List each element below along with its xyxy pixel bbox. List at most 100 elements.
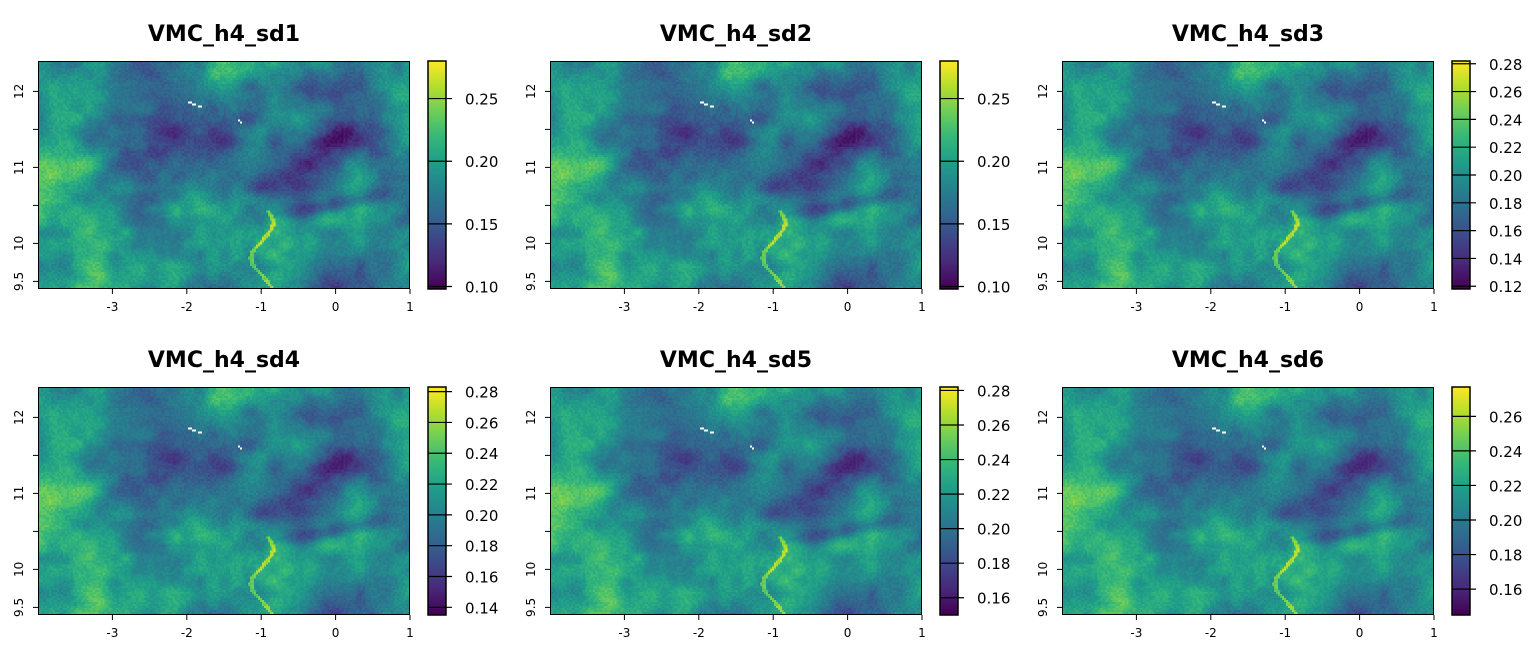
y-tick-label: 11 <box>1036 160 1050 175</box>
legend-tick-label: 0.26 <box>465 414 498 432</box>
axes: -3 -2 -1 0 1 9.5 10 11 12 0.16 0.18 0.20 0.22 0.24 0.2… <box>1036 386 1522 640</box>
y-tick-label: 11 <box>1036 486 1050 501</box>
raster-image <box>550 61 922 289</box>
color-legend-bar <box>1452 387 1470 615</box>
legend-frame <box>1451 386 1471 616</box>
y-tick-label: 12 <box>1036 84 1050 99</box>
legend-tick-label: 0.14 <box>465 599 498 617</box>
axes: -3 -2 -1 0 1 9.5 10 11 12 0.16 0.18 0.20 0.22 0.24 0.2… <box>524 382 1010 640</box>
legend-tick-label: 0.24 <box>465 445 498 463</box>
x-tick-label: 1 <box>1430 300 1438 314</box>
panel-title: VMC_h4_sd6 <box>1171 348 1325 373</box>
legend-tick-label: 0.16 <box>977 590 1010 608</box>
color-legend-bar <box>940 61 958 289</box>
y-tick-label: 9.5 <box>1036 598 1050 617</box>
legend-tick-label: 0.18 <box>977 555 1010 573</box>
legend-tick-label: 0.20 <box>977 153 1010 171</box>
legend-tick-label: 0.10 <box>977 278 1010 296</box>
legend-tick-label: 0.22 <box>1489 477 1522 495</box>
y-tick-label: 10 <box>12 562 26 577</box>
legend-frame <box>1451 60 1471 290</box>
raster-panel: VMC_h4_sd5 -3 -2 -1 0 1 9.5 10 11 12 0.16 0.18 0.20 0… <box>512 326 1024 652</box>
x-tick-label: 0 <box>844 626 852 640</box>
x-tick-label: 0 <box>1356 626 1364 640</box>
color-legend-bar <box>940 387 958 615</box>
panel-title: VMC_h4_sd5 <box>659 348 813 373</box>
legend-tick-label: 0.25 <box>977 91 1010 109</box>
legend-tick-label: 0.18 <box>1489 547 1522 565</box>
legend-tick-label: 0.15 <box>977 216 1010 234</box>
legend-tick-label: 0.16 <box>1489 581 1522 599</box>
legend-tick-label: 0.18 <box>465 538 498 556</box>
panel-title: VMC_h4_sd3 <box>1171 22 1325 47</box>
legend-tick-label: 0.22 <box>465 476 498 494</box>
x-tick-label: 1 <box>406 300 414 314</box>
panel-title: VMC_h4_sd4 <box>147 348 301 373</box>
y-tick-label: 10 <box>12 236 26 251</box>
legend-tick-label: 0.14 <box>1489 250 1522 268</box>
x-tick-label: 0 <box>332 300 340 314</box>
legend-tick-label: 0.26 <box>1489 408 1522 426</box>
axes: -3 -2 -1 0 1 9.5 10 11 12 0.14 0.16 0.18 0.20 0.22 0.2… <box>12 384 498 640</box>
raster-image <box>38 61 410 289</box>
raster-image <box>1062 387 1434 615</box>
legend-tick-label: 0.20 <box>1489 512 1522 530</box>
legend-tick-label: 0.15 <box>465 216 498 234</box>
raster-image <box>1062 61 1434 289</box>
legend-tick-label: 0.16 <box>465 568 498 586</box>
y-tick-label: 11 <box>524 160 538 175</box>
raster-panel: VMC_h4_sd6 -3 -2 -1 0 1 9.5 10 11 12 0.16 0.18 0.20 0… <box>1024 326 1536 652</box>
legend-tick-label: 0.22 <box>977 486 1010 504</box>
x-tick-label: 0 <box>1356 300 1364 314</box>
panel-title: VMC_h4_sd1 <box>147 22 301 47</box>
legend-tick-label: 0.20 <box>1489 167 1522 185</box>
x-tick-label: -2 <box>693 626 705 640</box>
x-tick-label: -1 <box>255 626 267 640</box>
axes: -3 -2 -1 0 1 9.5 10 11 12 0.12 0.14 0.16 0.18 0.20 0.2… <box>1036 56 1522 314</box>
legend-tick-label: 0.10 <box>465 278 498 296</box>
legend-tick-label: 0.20 <box>977 521 1010 539</box>
legend-frame <box>427 386 447 616</box>
y-tick-label: 9.5 <box>524 272 538 291</box>
x-tick-label: 1 <box>918 626 926 640</box>
x-tick-label: -3 <box>1130 300 1142 314</box>
x-tick-label: -2 <box>1205 626 1217 640</box>
x-tick-label: -3 <box>618 626 630 640</box>
x-tick-label: -1 <box>1279 626 1291 640</box>
x-tick-label: 1 <box>406 626 414 640</box>
y-tick-label: 10 <box>524 236 538 251</box>
x-tick-label: 0 <box>332 626 340 640</box>
raster-image <box>38 387 410 615</box>
y-tick-label: 10 <box>1036 562 1050 577</box>
raster-panel: VMC_h4_sd3 -3 -2 -1 0 1 9.5 10 11 12 0.12 0.14 0.16 0… <box>1024 0 1536 326</box>
color-legend-bar <box>428 61 446 289</box>
legend-frame <box>427 60 447 290</box>
legend-tick-label: 0.26 <box>1489 84 1522 102</box>
y-tick-label: 9.5 <box>12 598 26 617</box>
x-tick-label: -1 <box>1279 300 1291 314</box>
y-tick-label: 10 <box>524 562 538 577</box>
x-tick-label: -3 <box>1130 626 1142 640</box>
x-tick-label: -2 <box>181 300 193 314</box>
legend-tick-label: 0.24 <box>1489 111 1522 129</box>
x-tick-label: -3 <box>106 300 118 314</box>
y-tick-label: 9.5 <box>12 272 26 291</box>
axes: -3 -2 -1 0 1 9.5 10 11 12 0.10 0.15 0.20 0.25 <box>524 60 1010 314</box>
legend-tick-label: 0.28 <box>465 384 498 402</box>
raster-panel: VMC_h4_sd4 -3 -2 -1 0 1 9.5 10 11 12 0.14 0.16 0.18 0… <box>0 326 512 652</box>
y-tick-label: 9.5 <box>524 598 538 617</box>
x-tick-label: -1 <box>767 300 779 314</box>
legend-tick-label: 0.22 <box>1489 139 1522 157</box>
color-legend-bar <box>428 387 446 615</box>
legend-frame <box>939 386 959 616</box>
legend-tick-label: 0.24 <box>1489 443 1522 461</box>
y-tick-label: 12 <box>12 410 26 425</box>
legend-tick-label: 0.26 <box>977 417 1010 435</box>
y-tick-label: 10 <box>1036 236 1050 251</box>
legend-tick-label: 0.25 <box>465 91 498 109</box>
x-tick-label: -2 <box>1205 300 1217 314</box>
x-tick-label: -3 <box>106 626 118 640</box>
x-tick-label: 0 <box>844 300 852 314</box>
legend-tick-label: 0.20 <box>465 153 498 171</box>
x-tick-label: 1 <box>918 300 926 314</box>
